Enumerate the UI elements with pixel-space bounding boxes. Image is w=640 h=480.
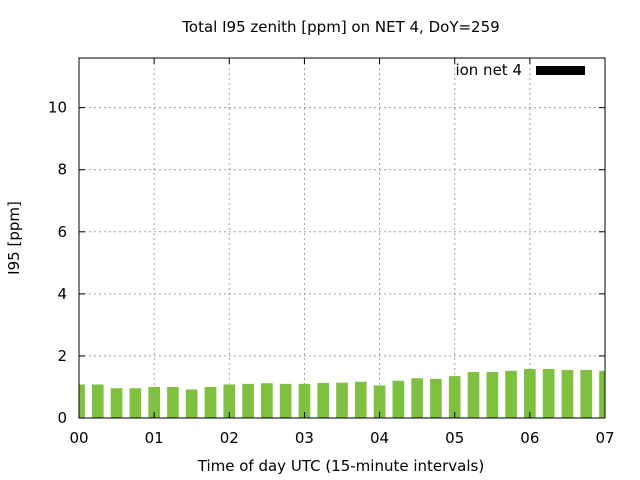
- x-tick-label: 00: [69, 429, 88, 447]
- legend: ion net 4: [455, 61, 585, 79]
- bar: [298, 383, 311, 418]
- bar: [279, 383, 292, 418]
- bar: [336, 382, 348, 418]
- y-axis-label: I95 [ppm]: [5, 201, 23, 275]
- x-tick-label: 02: [220, 429, 239, 447]
- bar: [242, 383, 254, 418]
- bar: [129, 388, 142, 418]
- x-tick-label: 01: [145, 429, 164, 447]
- x-tick-label: 06: [520, 429, 539, 447]
- bar: [599, 370, 605, 418]
- bars: [79, 368, 605, 418]
- grid-lines: [79, 58, 605, 418]
- bar: [373, 385, 386, 418]
- bar: [561, 369, 574, 418]
- legend-label: ion net 4: [455, 61, 522, 79]
- tick-marks: [78, 58, 606, 419]
- bar: [524, 368, 536, 418]
- bar: [430, 378, 442, 418]
- y-tick-label: 6: [57, 223, 67, 241]
- x-tick-label: 07: [595, 429, 614, 447]
- bar: [392, 380, 405, 418]
- bar: [223, 384, 236, 418]
- bar: [185, 389, 198, 418]
- bar: [148, 386, 160, 418]
- bar: [486, 372, 499, 418]
- x-tick-label: 03: [295, 429, 314, 447]
- bar: [505, 370, 517, 418]
- bar: [467, 372, 480, 418]
- bar: [79, 384, 85, 418]
- y-tick-label: 4: [57, 285, 67, 303]
- bar: [542, 368, 555, 418]
- bar: [448, 376, 461, 418]
- bar: [204, 386, 217, 418]
- x-tick-label: 04: [370, 429, 389, 447]
- y-tick-labels: 0 2 4 6 8 10: [48, 99, 67, 427]
- bar: [411, 378, 423, 418]
- y-tick-label: 8: [57, 161, 67, 179]
- plot-frame: [78, 57, 606, 419]
- y-tick-label: 2: [57, 347, 67, 365]
- x-tick-labels: 00 01 02 03 04 05 06 07: [69, 429, 614, 447]
- bar: [91, 384, 104, 418]
- bar: [317, 382, 330, 418]
- y-tick-label: 0: [57, 409, 67, 427]
- y-tick-label: 10: [48, 99, 67, 117]
- bar: [580, 369, 593, 418]
- bar: [110, 388, 123, 418]
- bar: [261, 383, 273, 418]
- x-axis-label: Time of day UTC (15-minute intervals): [197, 457, 484, 475]
- x-tick-label: 05: [445, 429, 464, 447]
- chart-title: Total I95 zenith [ppm] on NET 4, DoY=259: [181, 18, 499, 36]
- legend-swatch: [536, 66, 585, 75]
- bar: [167, 386, 179, 418]
- bar: [354, 381, 367, 418]
